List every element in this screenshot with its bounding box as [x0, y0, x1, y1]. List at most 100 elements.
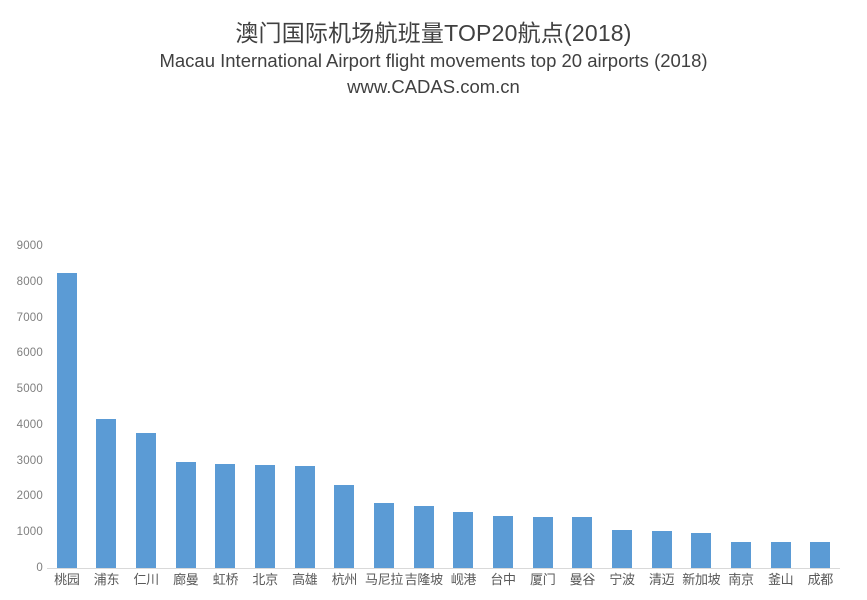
x-axis-tick-label: 马尼拉: [365, 572, 404, 587]
bar[interactable]: [532, 516, 553, 568]
x-axis-tick-slot: 浦东: [87, 570, 127, 600]
bar[interactable]: [56, 272, 77, 568]
x-axis-tick-slot: 成都: [800, 570, 840, 600]
bar[interactable]: [175, 462, 196, 568]
bar-slot: [245, 246, 285, 568]
x-axis-tick-label: 桃园: [54, 572, 80, 587]
bar-slot: [325, 246, 365, 568]
x-axis-tick-label: 北京: [252, 572, 278, 587]
bar[interactable]: [255, 464, 276, 568]
chart-source-url: www.CADAS.com.cn: [347, 76, 520, 97]
bar[interactable]: [770, 541, 791, 568]
x-axis: 桃园 浦东 仁川 廊曼 虹桥 北京 高雄 杭州 马尼拉 吉隆坡 岘港 台中 厦门 曼谷 宁波 清迈 新加坡 南京釜…: [47, 570, 840, 600]
bar-slot: [721, 246, 761, 568]
x-axis-tick-slot: 釜山: [761, 570, 801, 600]
bar[interactable]: [691, 532, 712, 568]
bar[interactable]: [413, 506, 434, 568]
plot-wrapper: 9000 8000 7000 6000 5000 4000 3000 2000 1000 0 桃园…: [0, 100, 867, 587]
x-axis-tick-slot: 宁波: [602, 570, 642, 600]
x-axis-tick-label: 台中: [490, 572, 516, 587]
bar[interactable]: [294, 466, 315, 568]
bar-slot: [602, 246, 642, 568]
bar[interactable]: [96, 418, 117, 568]
bar-slot: [285, 246, 325, 568]
y-axis: 9000 8000 7000 6000 5000 4000 3000 2000 1000 0: [0, 240, 43, 574]
x-axis-tick-slot: 北京: [245, 570, 285, 600]
x-axis-tick-slot: 吉隆坡: [404, 570, 444, 600]
chart-title-block: 澳门国际机场航班量TOP20航点(2018) Macau Internation…: [0, 0, 867, 100]
x-axis-tick-label: 成都: [807, 572, 834, 587]
bar-slot: [563, 246, 603, 568]
bar-chart: 澳门国际机场航班量TOP20航点(2018) Macau Internation…: [0, 0, 867, 587]
bar-slot: [47, 246, 87, 568]
chart-title-main: 澳门国际机场航班量TOP20航点(2018): [235, 20, 632, 46]
x-axis-tick-label: 仁川: [133, 572, 159, 587]
x-axis-tick-label: 南京: [728, 572, 754, 587]
x-axis-tick-label: 新加坡: [682, 572, 721, 587]
x-axis-tick-label: 宁波: [609, 572, 635, 587]
bar-slot: [364, 246, 404, 568]
x-axis-tick-slot: 杭州: [325, 570, 365, 600]
bar[interactable]: [572, 516, 593, 568]
x-axis-tick-label: 浦东: [93, 572, 120, 587]
x-axis-tick-slot: 南京: [721, 570, 761, 600]
x-axis-tick-label: 高雄: [292, 572, 318, 587]
bar-slot: [682, 246, 722, 568]
bar[interactable]: [453, 511, 474, 568]
y-axis-tick: 7000: [16, 311, 43, 324]
y-axis-tick: 8000: [16, 275, 43, 288]
x-axis-tick-slot: 高雄: [285, 570, 325, 600]
bar[interactable]: [493, 515, 514, 568]
bar-slot: [87, 246, 127, 568]
bar-slot: [761, 246, 801, 568]
x-axis-line: [47, 568, 840, 569]
bar[interactable]: [215, 463, 236, 568]
y-axis-tick: 2000: [16, 490, 43, 503]
bar[interactable]: [334, 485, 355, 568]
x-axis-tick-slot: 岘港: [444, 570, 484, 600]
y-axis-tick: 6000: [16, 347, 43, 360]
bar-slot: [523, 246, 563, 568]
x-axis-tick-label: 厦门: [530, 572, 556, 587]
y-axis-tick: 3000: [16, 454, 43, 467]
x-axis-tick-label: 虹桥: [212, 572, 239, 587]
x-axis-tick-slot: 台中: [483, 570, 523, 600]
chart-title-sub: Macau International Airport flight movem…: [159, 50, 708, 71]
bar-slot: [206, 246, 246, 568]
bar[interactable]: [651, 530, 672, 568]
bar-slot: [642, 246, 682, 568]
x-axis-tick-label: 曼谷: [569, 572, 596, 587]
y-axis-tick: 9000: [16, 240, 43, 252]
bar[interactable]: [730, 541, 751, 568]
bar-slot: [800, 246, 840, 568]
x-axis-tick-label: 岘港: [450, 572, 477, 587]
x-axis-tick-slot: 清迈: [642, 570, 682, 600]
x-axis-tick-label: 杭州: [331, 572, 358, 587]
bar-series: [47, 246, 840, 568]
bar-slot: [126, 246, 166, 568]
x-axis-tick-slot: 马尼拉: [364, 570, 404, 600]
x-axis-tick-slot: 曼谷: [563, 570, 603, 600]
bar-slot: [444, 246, 484, 568]
x-axis-tick-slot: 虹桥: [206, 570, 246, 600]
bar[interactable]: [810, 541, 831, 568]
bar[interactable]: [374, 503, 395, 568]
y-axis-tick: 1000: [16, 526, 43, 539]
y-axis-tick: 5000: [16, 383, 43, 396]
y-axis-tick: 4000: [16, 418, 43, 431]
bar[interactable]: [136, 433, 157, 568]
x-axis-tick-label: 廊曼: [173, 572, 199, 587]
x-axis-tick-slot: 新加坡: [682, 570, 722, 600]
bar-slot: [483, 246, 523, 568]
x-axis-tick-slot: 厦门: [523, 570, 563, 600]
x-axis-tick-slot: 廊曼: [166, 570, 206, 600]
bar-slot: [404, 246, 444, 568]
y-axis-tick: 0: [36, 562, 43, 574]
x-axis-tick-label: 清迈: [648, 572, 675, 587]
bar[interactable]: [612, 529, 633, 568]
x-axis-tick-label: 釜山: [767, 572, 794, 587]
x-axis-tick-slot: 仁川: [126, 570, 166, 600]
x-axis-tick-slot: 桃园: [47, 570, 87, 600]
bar-slot: [166, 246, 206, 568]
x-axis-tick-label: 吉隆坡: [404, 572, 443, 587]
